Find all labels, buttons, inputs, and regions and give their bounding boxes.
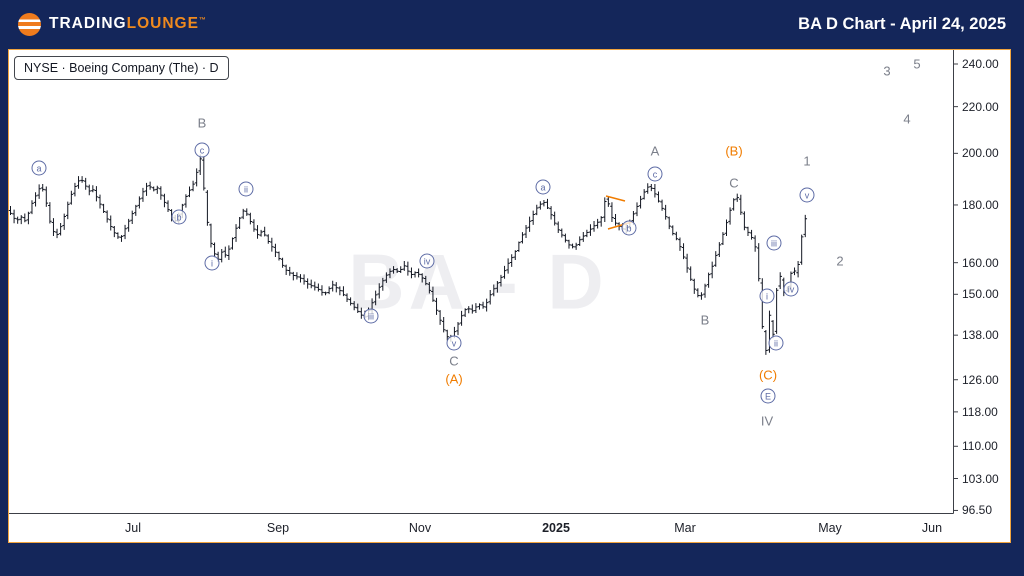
time-axis-label-2025: 2025 xyxy=(542,521,570,535)
wave-label-circled-E[interactable]: E xyxy=(760,388,776,404)
time-axis-label-Jul: Jul xyxy=(125,521,141,535)
wave-label-1[interactable]: 1 xyxy=(803,153,811,169)
time-axis-label-Jun: Jun xyxy=(921,521,943,535)
wave-label-circled-iv[interactable]: iv xyxy=(419,253,435,269)
wave-label-circled-i[interactable]: i xyxy=(204,255,220,271)
wave-label-C[interactable]: C xyxy=(729,175,739,191)
wave-label-2[interactable]: 2 xyxy=(836,253,844,269)
wave-label-circled-a[interactable]: a xyxy=(535,179,551,195)
wave-label-circled-v[interactable]: v xyxy=(799,187,815,203)
wave-label-circled-v[interactable]: v xyxy=(446,335,462,351)
time-axis-label-Sep: Sep xyxy=(266,521,290,535)
brand-trademark: ™ xyxy=(198,16,207,24)
wave-label-(A)[interactable]: (A) xyxy=(445,371,463,387)
time-axis-label-Nov: Nov xyxy=(408,521,432,535)
brand-trading: TRADING xyxy=(49,15,127,32)
price-axis-label-150.00: 150.00 xyxy=(962,287,999,302)
time-axis-label-May: May xyxy=(818,521,842,535)
tradinglounge-logo-text: TRADINGLOUNGE™ xyxy=(49,15,207,33)
time-axis-label-Mar: Mar xyxy=(674,521,696,535)
tradinglounge-logo[interactable]: TRADINGLOUNGE™ xyxy=(18,12,207,36)
price-axis-label-103.00: 103.00 xyxy=(962,471,999,486)
price-axis-label-180.00: 180.00 xyxy=(962,197,999,212)
wave-label-B[interactable]: B xyxy=(197,115,207,131)
price-axis-label-138.00: 138.00 xyxy=(962,328,999,343)
wave-label-circled-b[interactable]: b xyxy=(621,220,637,236)
wave-label-C[interactable]: C xyxy=(449,353,459,369)
price-axis-label-110.00: 110.00 xyxy=(962,439,998,454)
price-axis-label-126.00: 126.00 xyxy=(962,372,999,387)
wave-label-(C)[interactable]: (C) xyxy=(758,367,778,383)
wave-label-A[interactable]: A xyxy=(650,143,660,159)
price-axis-label-160.00: 160.00 xyxy=(962,255,999,270)
wave-label-B[interactable]: B xyxy=(700,312,710,328)
wave-label-(B)[interactable]: (B) xyxy=(725,143,743,159)
trend-channel-line[interactable] xyxy=(605,195,626,202)
wave-label-4[interactable]: 4 xyxy=(903,111,911,127)
chart-area xyxy=(8,49,1011,543)
wave-label-circled-i[interactable]: i xyxy=(759,288,775,304)
brand-lounge: LOUNGE xyxy=(126,15,199,32)
tradinglounge-logo-icon xyxy=(18,12,41,36)
price-axis-label-96.50: 96.50 xyxy=(962,503,993,518)
wave-label-circled-ii[interactable]: ii xyxy=(768,335,784,351)
price-axis-label-200.00: 200.00 xyxy=(962,146,999,161)
wave-label-circled-iii[interactable]: iii xyxy=(363,308,379,324)
wave-label-circled-c[interactable]: c xyxy=(194,142,210,158)
wave-label-3[interactable]: 3 xyxy=(883,63,891,79)
wave-label-5[interactable]: 5 xyxy=(913,56,921,72)
wave-label-circled-iv[interactable]: iv xyxy=(783,281,799,297)
top-bar: TRADINGLOUNGE™ BA D Chart - April 24, 20… xyxy=(0,0,1024,48)
wave-label-circled-c[interactable]: c xyxy=(647,166,663,182)
price-axis-label-220.00: 220.00 xyxy=(962,99,999,114)
wave-label-circled-b[interactable]: b xyxy=(171,209,187,225)
chart-title: BA D Chart - April 24, 2025 xyxy=(798,14,1006,33)
symbol-badge[interactable]: NYSE · Boeing Company (The) · D xyxy=(14,56,229,80)
price-axis-label-118.00: 118.00 xyxy=(962,404,998,419)
wave-label-circled-a[interactable]: a xyxy=(31,160,47,176)
price-axis-label-240.00: 240.00 xyxy=(962,57,999,71)
wave-label-circled-iii[interactable]: iii xyxy=(766,235,782,251)
wave-label-IV[interactable]: IV xyxy=(760,413,774,429)
wave-label-circled-ii[interactable]: ii xyxy=(238,181,254,197)
